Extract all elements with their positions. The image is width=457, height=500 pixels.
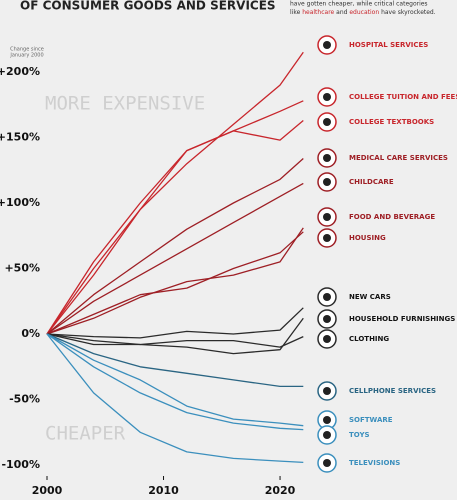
legend-label: FOOD AND BEVERAGE — [349, 213, 435, 221]
legend-label: TELEVISIONS — [349, 459, 400, 467]
series-line — [46, 333, 304, 464]
legend-icon-dot — [323, 118, 331, 126]
legend-icon-dot — [323, 178, 331, 186]
y-tick-label: -50% — [9, 393, 40, 406]
legend-label: COLLEGE TEXTBOOKS — [349, 118, 434, 126]
y-tick-label: +50% — [4, 262, 40, 275]
y-tick-label: -100% — [1, 458, 40, 471]
legend-label: SOFTWARE — [349, 416, 393, 424]
note: have gotten cheaper, while critical cate… — [290, 1, 428, 8]
legend-icon-dot — [323, 387, 331, 395]
legend-icon-dot — [323, 335, 331, 343]
note: like healthcare and education have skyro… — [290, 9, 436, 16]
series-line — [46, 182, 304, 335]
series-line — [46, 333, 304, 427]
note-part: like — [290, 9, 301, 16]
series-line — [46, 100, 304, 335]
legend-icon-dot — [323, 293, 331, 301]
legend-label: CLOTHING — [349, 335, 389, 343]
note-part: healthcare — [302, 9, 334, 16]
legend-label: CHILDCARE — [349, 178, 394, 186]
legend-label: CELLPHONE SERVICES — [349, 387, 436, 395]
y-tick-label: +200% — [0, 65, 40, 78]
annotation: CHEAPER — [45, 423, 126, 445]
y-label: Change since — [10, 47, 44, 53]
x-tick-label: 2020 — [265, 484, 296, 497]
x-tick-label: 2000 — [32, 484, 63, 497]
legend-label: MEDICAL CARE SERVICES — [349, 154, 448, 162]
legend-label: TOYS — [349, 431, 370, 439]
series-line — [46, 51, 304, 335]
y-tick-label: +100% — [0, 196, 40, 209]
chart-title: OF CONSUMER GOODS AND SERVICES — [20, 0, 276, 13]
series-line — [46, 158, 304, 335]
note-part: and — [336, 9, 347, 16]
series-line — [46, 120, 304, 335]
series-line — [46, 333, 304, 348]
y-label: January 2000 — [9, 53, 43, 59]
annotation: MORE EXPENSIVE — [45, 93, 205, 115]
legend-icon-dot — [323, 431, 331, 439]
series-line — [46, 307, 304, 339]
legend-icon-dot — [323, 416, 331, 424]
legend-icon-dot — [323, 459, 331, 467]
series-line — [46, 227, 304, 335]
series-line — [46, 231, 304, 335]
y-tick-label: 0% — [21, 327, 40, 340]
legend-label: HOSPITAL SERVICES — [349, 41, 428, 49]
legend-label: HOUSEHOLD FURNISHINGS — [349, 315, 455, 323]
series-line — [46, 317, 304, 355]
series-line — [46, 333, 304, 388]
y-tick-label: +150% — [0, 131, 40, 144]
series-line — [46, 333, 304, 431]
legend-label: HOUSING — [349, 234, 386, 242]
legend-label: COLLEGE TUITION AND FEES — [349, 93, 457, 101]
legend-icon-dot — [323, 315, 331, 323]
legend-icon-dot — [323, 234, 331, 242]
legend-label: NEW CARS — [349, 293, 391, 301]
note-part: have skyrocketed. — [381, 9, 436, 16]
legend-icon-dot — [323, 93, 331, 101]
legend-icon-dot — [323, 154, 331, 162]
legend-icon-dot — [323, 41, 331, 49]
note-part: education — [349, 9, 379, 16]
x-tick-label: 2010 — [148, 484, 179, 497]
legend-icon-dot — [323, 213, 331, 221]
